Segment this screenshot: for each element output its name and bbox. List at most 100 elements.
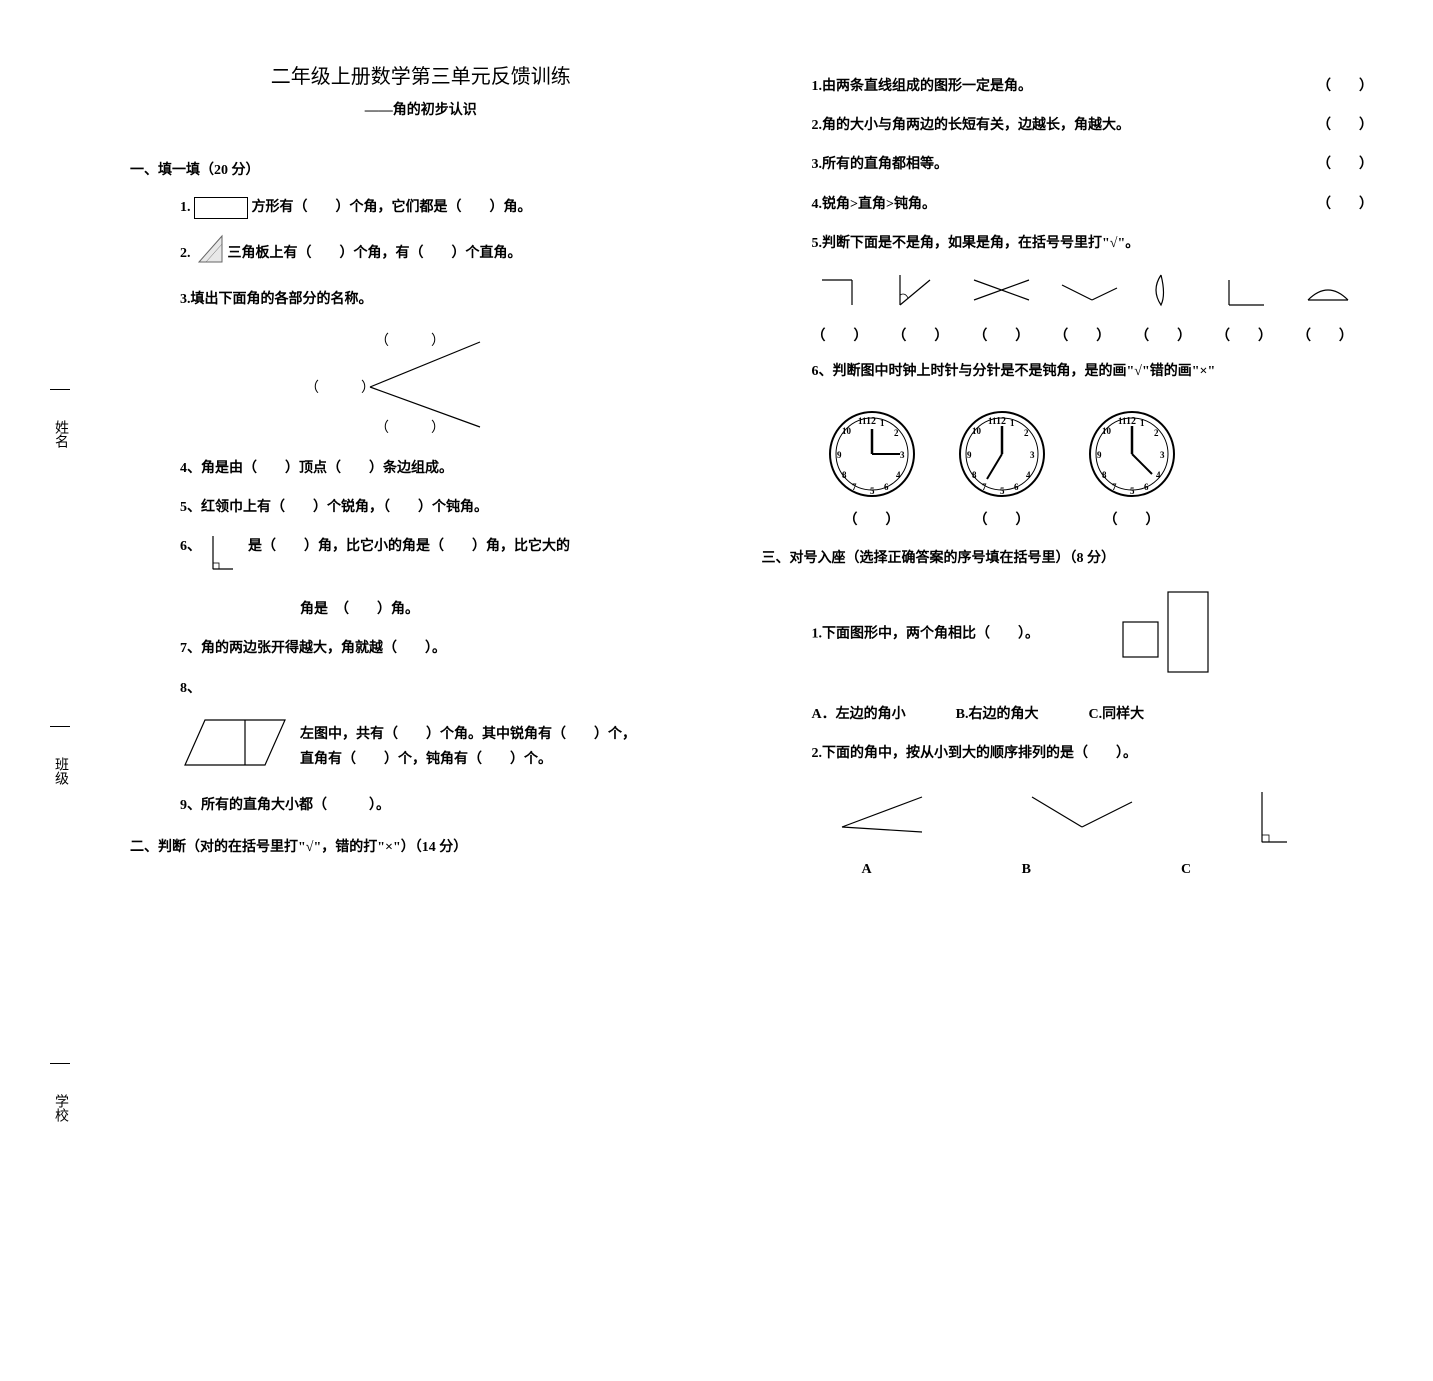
svg-text:7: 7 (982, 482, 987, 492)
s3q1: 1.下面图形中，两个角相比（ ）。 (812, 587, 1374, 682)
right-column: 1.由两条直线组成的图形一定是角。 （ ） 2.角的大小与角两边的长短有关，边越… (752, 0, 1433, 1011)
q3-num: 3. (180, 292, 191, 307)
svg-text:3: 3 (900, 450, 905, 460)
svg-text:（ ）: （ ） (375, 420, 445, 436)
svg-text:9: 9 (837, 450, 842, 460)
q9: 9、所有的直角大小都（ ）。 (180, 793, 712, 818)
s3q1-a: A．左边的角小 (812, 702, 906, 727)
angle-a (832, 787, 932, 852)
svg-text:4: 4 (1026, 470, 1031, 480)
rq3: 3.所有的直角都相等。 （ ） (812, 152, 1374, 177)
shape-3 (969, 270, 1034, 315)
rq2-text: 2.角的大小与角两边的长短有关，边越长，角越大。 (812, 113, 1131, 138)
q8: 左图中，共有（ ）个角。其中锐角有（ ）个， 直角有（ ）个，钝角有（ ）个。 (180, 715, 712, 779)
angle-shapes-row (812, 270, 1354, 315)
svg-text:11: 11 (988, 416, 997, 426)
svg-text:5: 5 (1000, 486, 1005, 496)
clock3-paren: （ ） (1082, 509, 1182, 529)
shape-4 (1057, 270, 1122, 315)
q8-text-a: 左图中，共有（ ）个角。其中锐角有（ ）个， (300, 727, 636, 742)
rq2: 2.角的大小与角两边的长短有关，边越长，角越大。 （ ） (812, 113, 1374, 138)
q3-text: 填出下面角的各部分的名称。 (191, 292, 373, 307)
shape-5 (1146, 270, 1196, 315)
right-angle-icon (205, 534, 235, 583)
p7: （ ） (1297, 325, 1353, 345)
label-a: A (862, 862, 872, 878)
p3: （ ） (973, 325, 1029, 345)
rq2-paren: （ ） (1317, 113, 1373, 138)
q6-text-a: 是（ ）角，比它小的角是（ ）角，比它大的 (248, 539, 570, 554)
left-column: 二年级上册数学第三单元反馈训练 ——角的初步认识 一、填一填（20 分） 1. … (0, 0, 752, 1011)
side-class: 班级 (50, 726, 70, 785)
q2-labels: A B C (862, 862, 1374, 878)
s3q2: 2.下面的角中，按从小到大的顺序排列的是（ ）。 (812, 741, 1374, 766)
q1-num: 1. (180, 200, 191, 215)
svg-text:7: 7 (1112, 482, 1117, 492)
q6b: 角是 （ ）角。 (300, 597, 712, 622)
svg-text:9: 9 (1097, 450, 1102, 460)
svg-text:1: 1 (1140, 418, 1145, 428)
shape-6 (1219, 270, 1274, 315)
label-b: B (1022, 862, 1031, 878)
rq4-text: 4.锐角>直角>钝角。 (812, 192, 936, 217)
s3q1-b: B.右边的角大 (956, 702, 1039, 727)
clock-3: 12 11 1 10 2 9 3 8 4 7 6 5 （ ） (1082, 404, 1182, 529)
svg-text:（ ）: （ ） (305, 380, 375, 396)
svg-text:1: 1 (880, 418, 885, 428)
triangle-icon (194, 234, 224, 273)
clock-2: 12 11 1 10 2 9 3 8 4 7 6 5 （ ） (952, 404, 1052, 529)
side-name: 姓名 (50, 389, 70, 448)
p4: （ ） (1054, 325, 1110, 345)
q6: 6、 是（ ）角，比它小的角是（ ）角，比它大的 (180, 534, 712, 583)
q7: 7、角的两边张开得越大，角就越（ ）。 (180, 636, 712, 661)
svg-text:1: 1 (1010, 418, 1015, 428)
svg-text:5: 5 (870, 486, 875, 496)
svg-text:3: 3 (1160, 450, 1165, 460)
p5: （ ） (1135, 325, 1191, 345)
section1-heading: 一、填一填（20 分） (130, 159, 712, 179)
s3q1-c: C.同样大 (1088, 702, 1144, 727)
rq6: 6、判断图中时钟上时针与分针是不是钝角，是的画"√"错的画"×" (812, 359, 1374, 384)
svg-text:（ ）: （ ） (375, 333, 445, 349)
svg-text:12: 12 (1126, 416, 1136, 427)
rq3-paren: （ ） (1317, 152, 1373, 177)
svg-text:10: 10 (842, 426, 852, 436)
svg-text:6: 6 (884, 482, 889, 492)
rq3-text: 3.所有的直角都相等。 (812, 152, 949, 177)
q6-num: 6、 (180, 539, 201, 554)
q2-angles (832, 787, 1374, 852)
svg-text:6: 6 (1144, 482, 1149, 492)
svg-text:11: 11 (1118, 416, 1127, 426)
shape-7 (1298, 270, 1353, 315)
svg-text:2: 2 (1024, 428, 1029, 438)
angle-c (1232, 787, 1292, 852)
svg-text:7: 7 (852, 482, 857, 492)
svg-text:5: 5 (1130, 486, 1135, 496)
rq1-text: 1.由两条直线组成的图形一定是角。 (812, 74, 1033, 99)
svg-text:3: 3 (1030, 450, 1035, 460)
q8-num: 8、 (180, 676, 712, 701)
section3-heading: 三、对号入座（选择正确答案的序号填在括号里）（8 分） (762, 547, 1374, 567)
svg-text:12: 12 (866, 416, 876, 427)
clock1-paren: （ ） (822, 509, 922, 529)
q1: 1. 方形有（ ）个角，它们都是（ ）角。 (180, 195, 712, 220)
svg-text:4: 4 (896, 470, 901, 480)
q2: 2. 三角板上有（ ）个角，有（ ）个直角。 (180, 234, 712, 273)
svg-text:11: 11 (858, 416, 867, 426)
rq4: 4.锐角>直角>钝角。 （ ） (812, 192, 1374, 217)
rectangle-icon (194, 197, 248, 219)
s3q1-text: 1.下面图形中，两个角相比（ ）。 (812, 627, 1040, 642)
p6: （ ） (1216, 325, 1272, 345)
svg-text:10: 10 (1102, 426, 1112, 436)
s3q1-options: A．左边的角小 B.右边的角大 C.同样大 (812, 702, 1374, 727)
q2-num: 2. (180, 246, 191, 261)
clock2-paren: （ ） (952, 509, 1052, 529)
svg-text:12: 12 (996, 416, 1006, 427)
svg-text:4: 4 (1156, 470, 1161, 480)
q2-text: 三角板上有（ ）个角，有（ ）个直角。 (228, 246, 522, 261)
q3: 3.填出下面角的各部分的名称。 (180, 287, 712, 312)
page-subtitle: ——角的初步认识 (130, 99, 712, 119)
svg-text:9: 9 (967, 450, 972, 460)
svg-text:8: 8 (842, 470, 847, 480)
q8-text-b: 直角有（ ）个，钝角有（ ）个。 (300, 752, 552, 767)
